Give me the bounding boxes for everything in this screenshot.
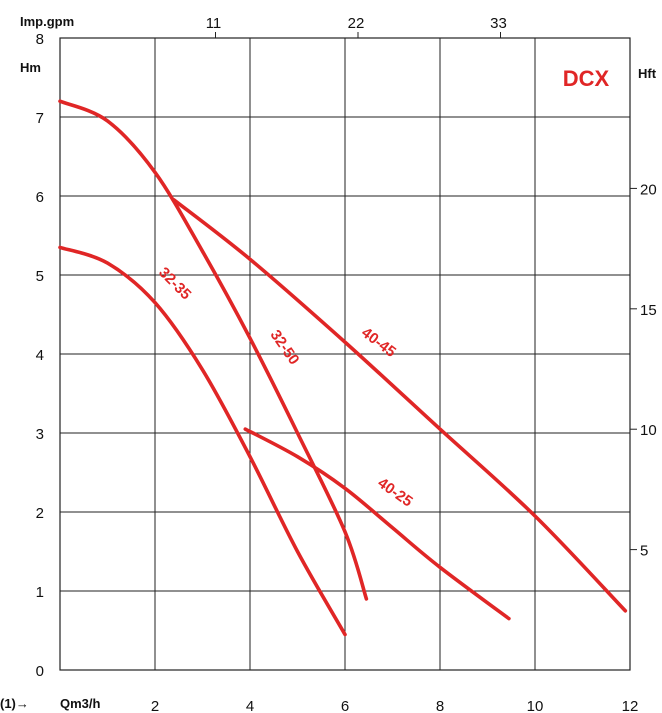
y-tick-label: 8: [36, 31, 44, 48]
top-axis-title: Imp.gpm: [20, 14, 74, 29]
left-axis-title: Hm: [20, 60, 41, 75]
y-tick-label: 0: [36, 663, 44, 680]
curve-32-50: [58, 99, 369, 601]
curve-label-40-25: 40-25: [374, 475, 415, 511]
right-tick-label: 5: [640, 543, 648, 560]
y-tick-label: 1: [36, 584, 44, 601]
curve-label-40-45: 40-45: [358, 324, 399, 361]
x-tick-label: 12: [622, 698, 639, 713]
y-tick-label: 4: [36, 347, 44, 364]
curve-32-35: [58, 245, 347, 637]
y-tick-label: 5: [36, 268, 44, 285]
y-tick-label: 6: [36, 189, 44, 206]
x-tick-label: 2: [151, 698, 159, 713]
curve-40-25: [243, 427, 511, 621]
curve-40-45: [172, 198, 628, 613]
x-tick-label: 6: [341, 698, 349, 713]
right-tick-label: 10: [640, 422, 657, 439]
curves: [58, 99, 628, 637]
top-tick-label: 22: [348, 15, 365, 32]
chart-title: DCX: [563, 66, 610, 91]
x-axis-prefix: (1)→: [0, 696, 29, 711]
grid: [59, 32, 637, 671]
top-tick-label: 11: [206, 15, 222, 32]
y-tick-label: 2: [36, 505, 44, 522]
y-tick-label: 7: [36, 110, 44, 127]
top-tick-label: 33: [490, 15, 507, 32]
right-axis-title: Hft: [638, 66, 657, 81]
right-tick-label: 20: [640, 181, 657, 198]
y-tick-label: 3: [36, 426, 44, 443]
curve-label-32-35: 32-35: [155, 264, 194, 303]
x-axis-title: Qm3/h: [60, 696, 101, 711]
right-tick-label: 15: [640, 302, 657, 319]
x-tick-label: 10: [527, 698, 544, 713]
x-tick-label: 8: [436, 698, 444, 713]
x-tick-label: 4: [246, 698, 254, 713]
curve-label-32-50: 32-50: [267, 327, 303, 368]
